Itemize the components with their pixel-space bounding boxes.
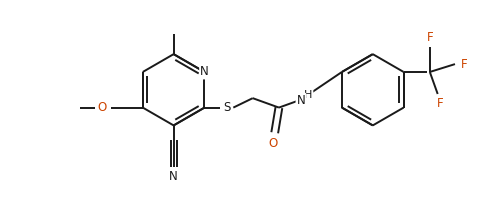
Text: O: O — [98, 101, 107, 114]
Text: F: F — [426, 31, 433, 44]
Text: F: F — [461, 58, 468, 71]
Text: H: H — [304, 90, 312, 100]
Text: F: F — [437, 97, 444, 110]
Text: O: O — [268, 137, 277, 150]
Text: N: N — [296, 94, 305, 107]
Text: N: N — [169, 170, 178, 183]
Text: N: N — [200, 65, 209, 78]
Text: S: S — [223, 101, 230, 114]
